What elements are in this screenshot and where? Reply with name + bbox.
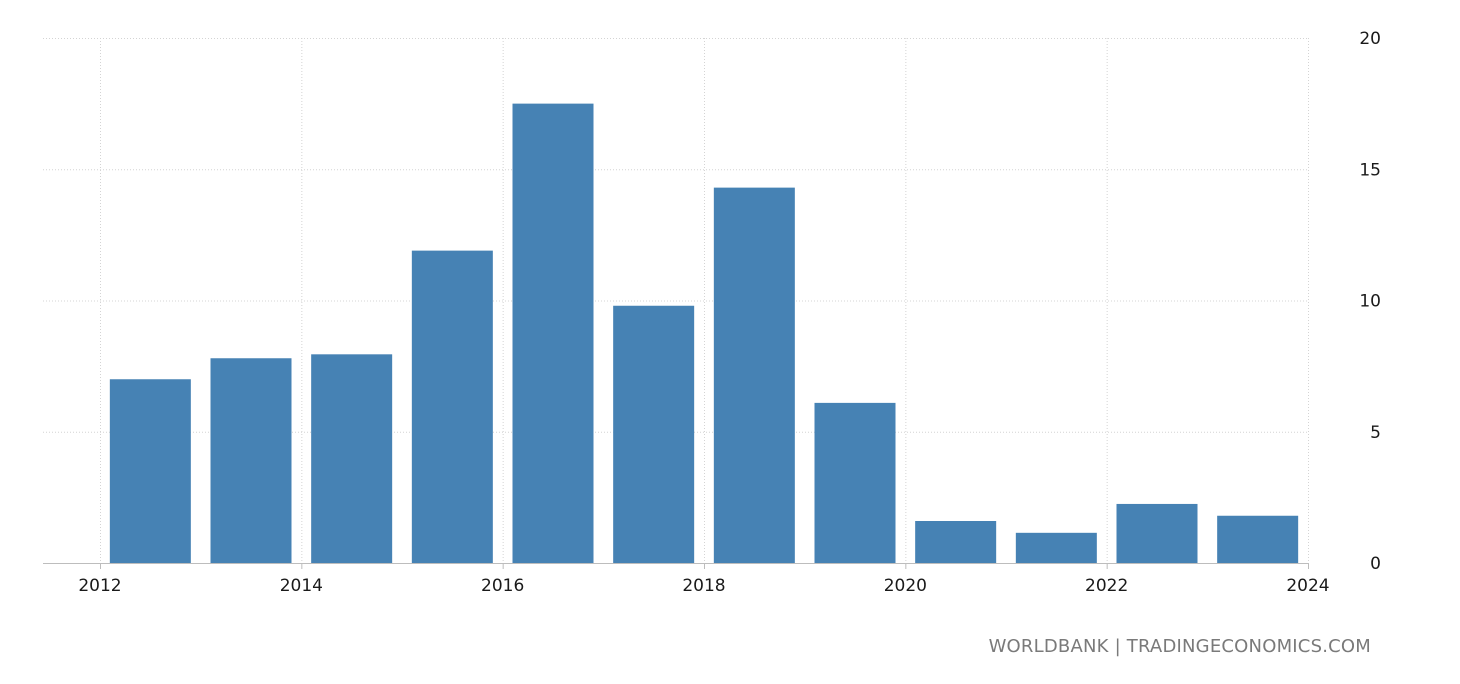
bar bbox=[1015, 532, 1097, 563]
bar bbox=[613, 305, 695, 563]
x-tick-label: 2014 bbox=[280, 576, 323, 596]
y-tick-label: 20 bbox=[1359, 29, 1381, 49]
x-tick-label: 2022 bbox=[1085, 576, 1128, 596]
x-tick-label: 2020 bbox=[884, 576, 927, 596]
bar bbox=[411, 250, 493, 563]
axes: 2012 2014 2016 2018 2020 2022 2024 0 5 10 15 20 bbox=[43, 29, 1381, 596]
y-tick-label: 15 bbox=[1359, 160, 1381, 180]
x-tick-label: 2018 bbox=[682, 576, 725, 596]
bar bbox=[1217, 515, 1299, 563]
y-tick-label: 5 bbox=[1370, 423, 1381, 443]
source-attribution: WORLDBANK | TRADINGECONOMICS.COM bbox=[989, 636, 1371, 657]
bar bbox=[311, 354, 393, 563]
bar bbox=[512, 103, 594, 563]
bars bbox=[109, 103, 1299, 563]
bar bbox=[109, 379, 191, 563]
x-tick-label: 2016 bbox=[481, 576, 524, 596]
bar bbox=[1116, 503, 1198, 563]
y-tick-label: 10 bbox=[1359, 292, 1381, 312]
y-tick-label: 0 bbox=[1370, 554, 1381, 574]
bar bbox=[915, 521, 997, 563]
bar bbox=[814, 402, 896, 563]
bar bbox=[713, 187, 795, 563]
x-tick-label: 2024 bbox=[1286, 576, 1329, 596]
x-tick-label: 2012 bbox=[78, 576, 121, 596]
bar bbox=[210, 358, 292, 563]
